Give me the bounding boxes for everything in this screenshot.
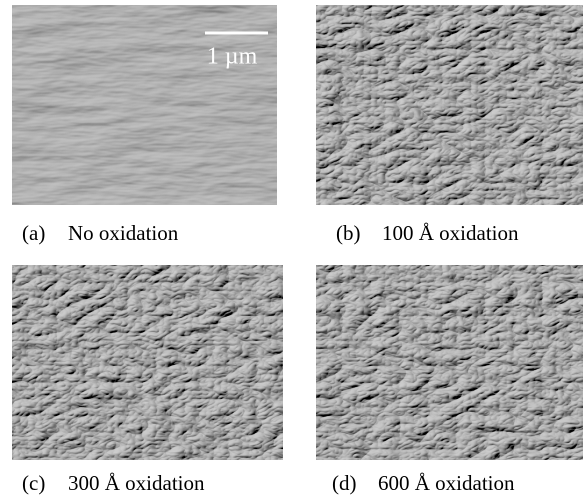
sem-image	[316, 5, 583, 205]
panel-label: (c)	[22, 471, 45, 495]
figure: (a) No oxidation (b) 100 Å oxidation (c) 300 …	[0, 0, 583, 499]
panel-caption: 100 Å oxidation	[382, 221, 519, 245]
page: (a) No oxidation (b) 100 Å oxidation (c) 300 …	[0, 0, 583, 499]
panel-label: (b)	[336, 221, 361, 245]
panel-caption: 600 Å oxidation	[378, 471, 515, 495]
panel-caption: 300 Å oxidation	[68, 471, 205, 495]
panel-label: (d)	[332, 471, 357, 495]
scale-bar-label: 1 µm	[207, 44, 258, 70]
sem-image	[316, 265, 583, 460]
panel-caption: No oxidation	[68, 221, 179, 245]
sem-image	[12, 265, 283, 460]
panel-label: (a)	[22, 221, 45, 245]
sem-image	[12, 5, 277, 205]
